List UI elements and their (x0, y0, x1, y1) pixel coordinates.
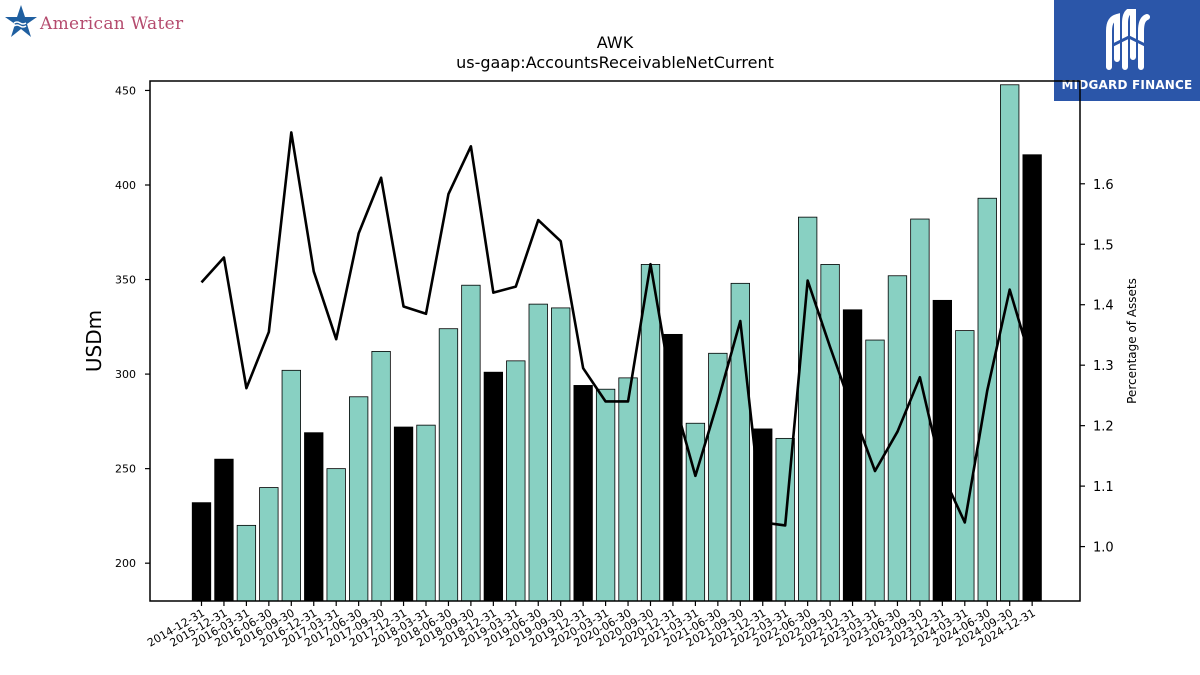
y-axis-label: USDm (82, 310, 106, 372)
american-water-brand-text: American Water (40, 14, 184, 34)
star-water-icon (4, 4, 38, 44)
y2-tick-label-1.4: 1.4 (1093, 299, 1114, 314)
bar-2019-06-30 (528, 303, 548, 602)
bar-2024-03-31 (955, 330, 975, 602)
bar-2019-12-31 (573, 385, 593, 602)
plot-frame (149, 80, 1081, 602)
chart-title: AWK (597, 33, 634, 52)
bar-2017-03-31 (326, 468, 346, 602)
chart-subtitle: us-gaap:AccountsReceivableNetCurrent (456, 53, 774, 72)
bar-2016-03-31 (236, 524, 257, 602)
midgard-finance-brand-text: MIDGARD FINANCE (1061, 78, 1193, 92)
bar-2023-06-30 (887, 275, 908, 602)
bar-2021-06-30 (708, 352, 728, 602)
bar-2018-09-30 (461, 284, 481, 602)
bar-2018-06-30 (438, 328, 459, 602)
bar-2020-09-30 (640, 264, 661, 602)
y2-tick-label-1: 1.0 (1093, 541, 1114, 556)
bar-2014-12-31 (191, 502, 212, 602)
american-water-logo: American Water (4, 4, 183, 44)
bar-2016-12-31 (304, 432, 324, 602)
y2-tick-label-1.2: 1.2 (1093, 420, 1114, 435)
y2-tick-label-1.3: 1.3 (1093, 359, 1114, 374)
bar-2015-12-31 (214, 458, 234, 602)
y-tick-label-350: 350 (115, 274, 136, 287)
y-tick-label-450: 450 (115, 84, 136, 97)
bar-2024-09-30 (1000, 84, 1020, 602)
bar-2020-06-30 (618, 377, 638, 602)
y2-tick-label-1.1: 1.1 (1093, 480, 1114, 495)
bar-series (191, 84, 1042, 602)
y-tick-label-300: 300 (115, 368, 136, 381)
bar-2019-03-31 (506, 360, 526, 602)
bar-2020-03-31 (595, 388, 616, 602)
y2-axis-label: Percentage of Assets (1125, 278, 1139, 404)
y2-tick-label-1.6: 1.6 (1093, 178, 1114, 193)
bar-2016-06-30 (259, 487, 279, 602)
y-tick-label-250: 250 (115, 463, 136, 476)
y-tick-label-400: 400 (115, 179, 136, 192)
bar-2022-06-30 (798, 216, 818, 602)
bar-2024-12-31 (1022, 154, 1042, 602)
y-tick-label-200: 200 (115, 557, 136, 570)
line-series (200, 131, 1034, 527)
bar-2016-09-30 (281, 369, 301, 602)
midgard-finance-logo: MIDGARD FINANCE (1054, 0, 1200, 101)
bar-2024-06-30 (977, 197, 997, 602)
bar-2018-03-31 (416, 424, 436, 602)
bar-2022-12-31 (842, 309, 863, 602)
bar-2017-09-30 (371, 350, 391, 602)
bar-2017-12-31 (393, 426, 414, 602)
midgard-m-icon (1103, 6, 1151, 75)
percentage-of-assets-line (200, 131, 1034, 527)
bar-2020-12-31 (663, 333, 683, 602)
bar-2019-09-30 (551, 307, 571, 602)
bar-2022-09-30 (820, 264, 840, 602)
bar-2018-12-31 (483, 371, 504, 602)
y2-tick-label-1.5: 1.5 (1093, 238, 1114, 253)
bar-2017-06-30 (348, 396, 369, 602)
